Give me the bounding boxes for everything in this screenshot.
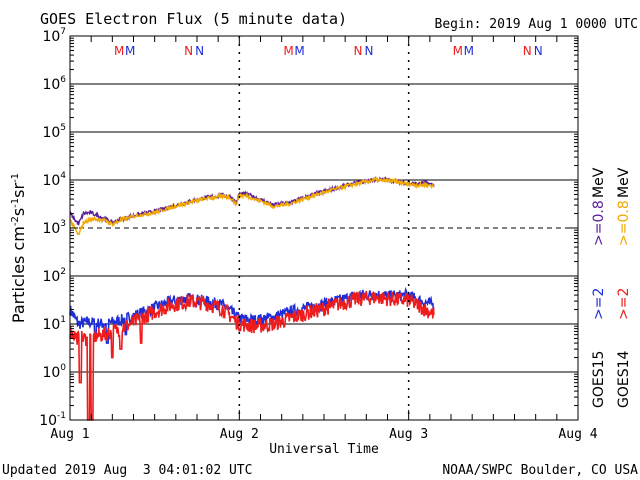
marker-goes14: M: [453, 44, 463, 58]
y-tick-exponent: 4: [60, 171, 66, 181]
x-axis: Aug 1 Aug 2 Aug 3 Aug 4: [50, 36, 598, 442]
legend-goes15-name: GOES15: [591, 351, 607, 408]
y-tick-base: 10: [42, 365, 60, 381]
series-line-goes15-2-mev: [69, 286, 435, 344]
chart-title: GOES Electron Flux (5 minute data): [40, 10, 347, 28]
y-tick-label: 107: [42, 27, 66, 45]
begin-time: Begin: 2019 Aug 1 0000 UTC: [435, 17, 639, 32]
y-tick-label: 10-1: [39, 411, 66, 429]
y-tick-exponent: 2: [60, 267, 66, 277]
marker-goes15: N: [534, 44, 543, 58]
y-tick-exponent: 1: [60, 315, 66, 325]
y-tick-exponent: -1: [57, 411, 66, 421]
legend: GOES15 >=2 >=0.8 MeV GOES14 >=2 >=0.8 MeV: [591, 167, 632, 408]
y-tick-base: 10: [42, 317, 60, 333]
y-label-part-6: -1: [10, 173, 21, 183]
x-tick-label: Aug 1: [50, 427, 89, 442]
marker-goes15: M: [125, 44, 135, 58]
x-tick-label: Aug 2: [220, 427, 259, 442]
marker-goes14: M: [283, 44, 293, 58]
y-label-part-2: -2: [10, 216, 21, 226]
y-tick-label: 106: [42, 75, 66, 93]
y-tick-base: 10: [42, 29, 60, 45]
data-series: [69, 175, 435, 421]
marker-goes15: N: [364, 44, 373, 58]
source-credit: NOAA/SWPC Boulder, CO USA: [442, 463, 638, 478]
legend-goes14: GOES14 >=2 >=0.8 MeV: [616, 167, 632, 408]
legend-goes15-mev: MeV: [591, 167, 607, 198]
plot-grid: [70, 83, 578, 373]
legend-goes15-ge2: >=2: [591, 288, 607, 320]
y-tick-base: 10: [42, 77, 60, 93]
marker-goes14: N: [353, 44, 362, 58]
y-label-part-1: Particles cm: [9, 226, 28, 323]
marker-goes15: M: [294, 44, 304, 58]
legend-goes15-ge08: >=0.8: [591, 200, 607, 246]
x-tick-label: Aug 4: [558, 427, 597, 442]
y-tick-exponent: 3: [60, 219, 66, 229]
y-tick-label: 103: [42, 219, 66, 237]
x-tick-label: Aug 3: [389, 427, 428, 442]
y-tick-exponent: 0: [60, 363, 66, 373]
legend-goes14-mev: MeV: [616, 167, 632, 198]
marker-goes15: N: [195, 44, 204, 58]
y-tick-exponent: 6: [60, 75, 66, 85]
y-axis-label: Particles cm-2s-1sr-1: [9, 173, 28, 323]
updated-time: Updated 2019 Aug 3 04:01:02 UTC: [2, 463, 252, 478]
y-label-part-5: sr: [9, 183, 28, 198]
y-tick-label: 100: [42, 363, 66, 381]
x-axis-label: Universal Time: [269, 442, 379, 457]
y-tick-base: 10: [42, 125, 60, 141]
y-label-part-4: -1: [10, 198, 21, 208]
marker-goes14: M: [114, 44, 124, 58]
y-tick-label: 101: [42, 315, 66, 333]
legend-goes14-ge2: >=2: [616, 288, 632, 320]
legend-goes14-ge08: >=0.8: [616, 200, 632, 246]
marker-goes15: M: [464, 44, 474, 58]
legend-goes15: GOES15 >=2 >=0.8 MeV: [591, 167, 607, 408]
y-tick-base: 10: [39, 413, 57, 429]
legend-goes14-name: GOES14: [616, 350, 632, 408]
y-tick-base: 10: [42, 221, 60, 237]
y-tick-label: 104: [42, 171, 66, 189]
y-tick-exponent: 5: [60, 123, 66, 133]
y-tick-label: 102: [42, 267, 66, 285]
y-tick-base: 10: [42, 269, 60, 285]
y-tick-base: 10: [42, 173, 60, 189]
marker-goes14: N: [523, 44, 532, 58]
marker-goes14: N: [184, 44, 193, 58]
y-label-part-3: s: [9, 208, 28, 216]
series-line-goes14-2-mev: [69, 290, 435, 421]
y-tick-exponent: 7: [60, 27, 66, 37]
y-tick-label: 105: [42, 123, 66, 141]
series-line-goes14-0-8-mev: [69, 175, 435, 235]
